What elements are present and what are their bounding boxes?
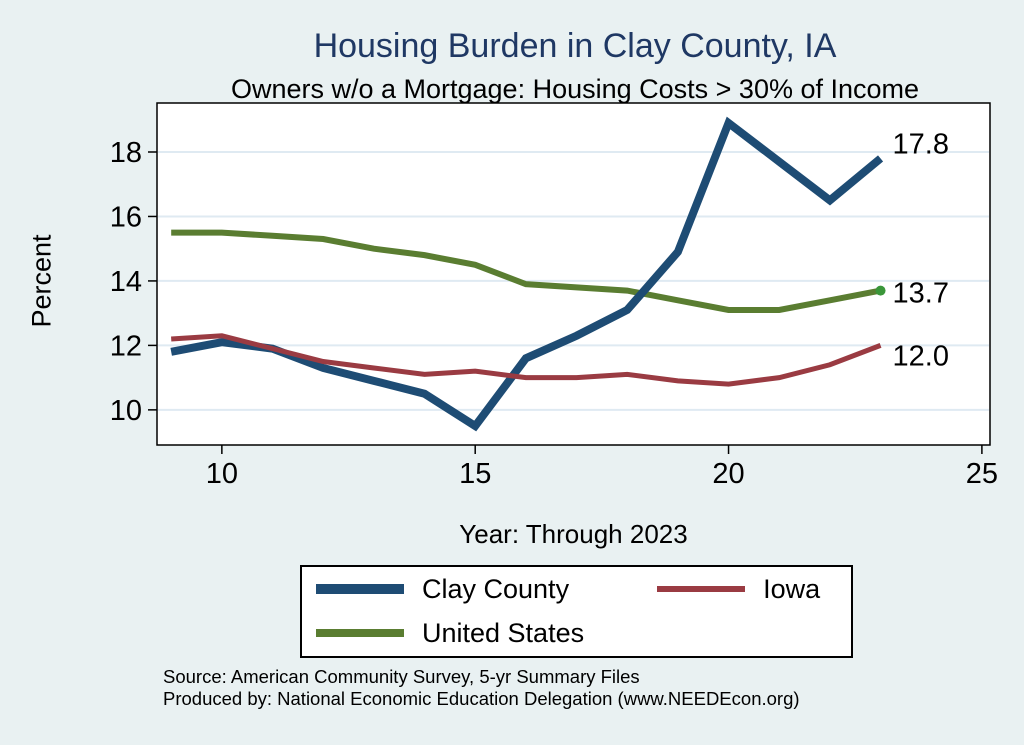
series-line-united-states xyxy=(171,229,882,313)
legend: Clay County Iowa United States xyxy=(300,565,853,658)
source-note: Source: American Community Survey, 5-yr … xyxy=(163,666,800,710)
x-axis-label: Year: Through 2023 xyxy=(459,519,688,549)
x-tick-label-20: 20 xyxy=(712,458,744,490)
y-tick-label-18: 18 xyxy=(110,137,142,169)
end-label-iowa: 12.0 xyxy=(893,340,949,372)
x-tick-label-25: 25 xyxy=(966,458,998,490)
legend-row-2: United States xyxy=(302,611,851,655)
end-marker-united-states xyxy=(875,285,886,296)
legend-item-united-states: United States xyxy=(316,618,584,649)
legend-swatch-iowa xyxy=(657,586,746,592)
page-subtitle: Owners w/o a Mortgage: Housing Costs > 3… xyxy=(230,74,920,104)
y-tick-label-14: 14 xyxy=(110,266,142,298)
legend-swatch-united-states xyxy=(316,629,404,637)
source-line-1: Source: American Community Survey, 5-yr … xyxy=(163,666,640,687)
series-line-iowa xyxy=(171,333,882,387)
legend-item-clay-county: Clay County xyxy=(316,574,569,605)
legend-item-iowa: Iowa xyxy=(657,574,820,605)
legend-row-1: Clay County Iowa xyxy=(302,567,851,611)
plot-area xyxy=(156,102,991,446)
legend-label-iowa: Iowa xyxy=(763,573,821,604)
legend-label-clay-county: Clay County xyxy=(422,573,570,604)
end-label-clay-county: 17.8 xyxy=(893,128,949,160)
source-line-2: Produced by: National Economic Education… xyxy=(163,688,800,709)
x-tick-label-10: 10 xyxy=(206,458,238,490)
y-tick-label-10: 10 xyxy=(110,395,142,427)
legend-label-united-states: United States xyxy=(422,617,585,648)
end-label-united-states: 13.7 xyxy=(893,278,949,310)
y-tick-label-16: 16 xyxy=(110,201,142,233)
x-tick-label-15: 15 xyxy=(459,458,491,490)
legend-swatch-clay-county xyxy=(316,584,404,594)
page-title: Housing Burden in Clay County, IA xyxy=(313,27,837,65)
y-tick-label-12: 12 xyxy=(110,330,142,362)
